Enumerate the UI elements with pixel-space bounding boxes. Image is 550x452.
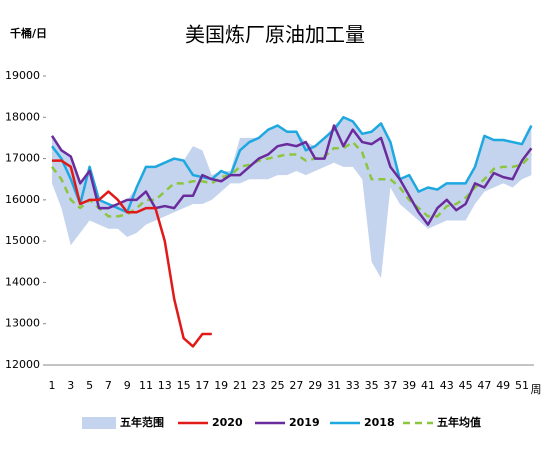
- y-tick-label: 18000: [5, 110, 40, 123]
- x-tick-label: 15: [177, 379, 191, 392]
- y-tick-label: 12000: [5, 358, 40, 371]
- legend-label: 2020: [212, 416, 243, 429]
- y-tick-label: 13000: [5, 317, 40, 330]
- x-tick-label: 43: [440, 379, 454, 392]
- x-tick-label: 21: [233, 379, 247, 392]
- x-tick-label: 39: [402, 379, 416, 392]
- y-tick-label: 14000: [5, 275, 40, 288]
- legend-label: 2019: [289, 416, 320, 429]
- x-tick-label: 31: [327, 379, 341, 392]
- x-tick-label: 29: [308, 379, 322, 392]
- x-unit: 周: [531, 383, 542, 396]
- x-tick-label: 3: [67, 379, 74, 392]
- x-tick-label: 17: [195, 379, 209, 392]
- y-unit: 千桶/日: [10, 26, 47, 40]
- x-tick-label: 13: [158, 379, 172, 392]
- x-tick-label: 49: [496, 379, 510, 392]
- chart-title: 美国炼厂原油加工量: [185, 23, 365, 47]
- x-tick-label: 41: [421, 379, 435, 392]
- x-tick-label: 47: [477, 379, 491, 392]
- x-tick-label: 51: [515, 379, 529, 392]
- series-line: [52, 159, 212, 348]
- x-tick-label: 33: [346, 379, 360, 392]
- x-tick-label: 27: [289, 379, 303, 392]
- legend-label: 五年范围: [120, 415, 164, 429]
- x-tick-label: 1: [49, 379, 56, 392]
- legend-label: 五年均值: [437, 415, 481, 429]
- range-band: [52, 117, 532, 279]
- x-tick-label: 7: [105, 379, 112, 392]
- y-tick-label: 17000: [5, 152, 40, 165]
- x-tick-label: 25: [271, 379, 285, 392]
- x-tick-label: 5: [86, 379, 93, 392]
- y-tick-label: 16000: [5, 193, 40, 206]
- x-tick-label: 19: [214, 379, 228, 392]
- x-tick-label: 45: [459, 379, 473, 392]
- y-tick-label: 19000: [5, 69, 40, 82]
- legend-label: 2018: [364, 416, 395, 429]
- x-tick-label: 37: [383, 379, 397, 392]
- x-tick-label: 23: [252, 379, 266, 392]
- legend-swatch: [82, 417, 116, 429]
- series-line: [50, 124, 533, 226]
- x-tick-label: 9: [124, 379, 131, 392]
- x-tick-label: 11: [139, 379, 153, 392]
- x-tick-label: 35: [365, 379, 379, 392]
- y-tick-label: 15000: [5, 234, 40, 247]
